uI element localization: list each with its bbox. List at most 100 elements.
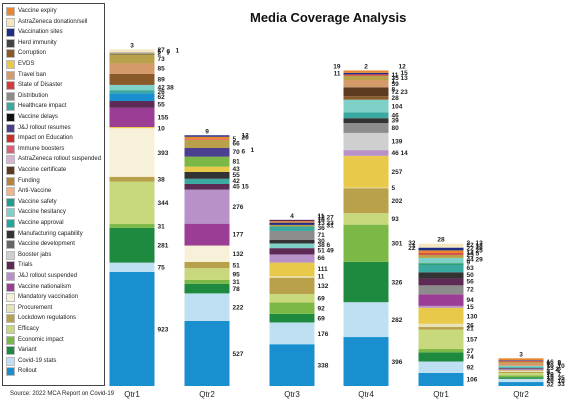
bar-segment: [418, 278, 464, 286]
value-label: 22: [467, 242, 475, 249]
value-label: 92: [318, 306, 326, 313]
bar-segment: [109, 73, 155, 85]
legend-swatch: [6, 81, 15, 91]
bar-segment: [343, 187, 389, 189]
value-label: 13: [318, 220, 326, 227]
value-label: 35: [558, 375, 566, 382]
value-label: 7: [558, 368, 562, 375]
bar-top-label: 3: [519, 351, 523, 358]
legend-item: State of Disaster: [6, 81, 62, 91]
bar-segment: [343, 155, 389, 188]
bar-segment: [498, 363, 544, 366]
legend-swatch: [6, 187, 15, 197]
bar-segment: [418, 361, 464, 373]
legend-swatch: [6, 282, 15, 292]
bar-segment: [269, 222, 315, 225]
bar-segment: [498, 360, 544, 361]
value-label: 14: [467, 250, 475, 257]
bar-segment: [498, 358, 544, 361]
bar-segment: [343, 123, 389, 133]
bar-segment: [184, 178, 230, 184]
legend-item: Vaccine development: [6, 240, 75, 250]
value-label: 104: [392, 103, 403, 110]
value-label: 1: [176, 48, 180, 55]
value-label: 9: [558, 360, 562, 367]
value-label: 282: [392, 317, 403, 324]
bar-segment: [418, 263, 464, 265]
bar-segment: [418, 264, 464, 273]
legend-item: Vaccination sites: [6, 28, 63, 38]
legend-label: Vaccine expiry: [18, 8, 57, 14]
value-label: 69: [318, 296, 326, 303]
bar-segment: [184, 166, 230, 172]
legend-swatch: [6, 367, 15, 377]
value-label: 38: [318, 242, 326, 249]
legend-swatch: [6, 38, 15, 48]
bar-segment: [184, 139, 230, 148]
value-label: 139: [392, 139, 403, 146]
bar-segment: [269, 239, 315, 244]
bar-segment: [184, 189, 230, 224]
legend-item: Mandatory vaccination: [6, 293, 79, 303]
value-label: 50: [467, 272, 475, 279]
legend-swatch: [6, 70, 15, 80]
value-label: 69: [318, 316, 326, 323]
bar-segment: [498, 361, 544, 364]
bar-segment: [418, 257, 464, 264]
legend-label: Mandatory vaccination: [18, 294, 79, 301]
value-label: 7: [547, 362, 551, 369]
value-label: 95: [233, 271, 241, 278]
value-label: 6: [327, 242, 331, 249]
legend-label: Travel ban: [18, 71, 47, 78]
legend-swatch: [6, 303, 15, 313]
value-label: 6: [167, 49, 171, 56]
value-label: 66: [233, 140, 241, 147]
value-label: 15: [467, 304, 475, 311]
value-label: 15: [242, 184, 250, 191]
bar-segment: [269, 219, 315, 222]
legend-swatch: [6, 208, 15, 218]
bar-segment: [269, 254, 315, 263]
value-label: 92: [467, 365, 475, 372]
legend-item: AstraZeneca rollout suspended: [6, 155, 101, 165]
legend-item: Covid-19 stats: [6, 356, 56, 366]
value-label: 19: [547, 372, 555, 379]
bar-top-label: 4: [290, 213, 294, 220]
x-axis-label: Qtr1: [124, 390, 140, 399]
value-label: 46: [392, 150, 400, 157]
bar-segment: [269, 302, 315, 314]
bar-segment: [343, 72, 389, 75]
bar-segment: [184, 148, 230, 157]
bar-segment: [269, 276, 315, 278]
value-label: 393: [158, 150, 169, 157]
value-label: 12: [242, 132, 250, 139]
bar-segment: [109, 90, 155, 94]
bar-segment: [498, 371, 544, 372]
bar-segment: [498, 375, 544, 378]
bar-segment: [418, 243, 464, 248]
value-label: 19: [333, 64, 341, 71]
legend-item: Immune boosters: [6, 144, 64, 154]
legend-item: Vaccine approval: [6, 219, 64, 228]
value-label: 5: [476, 251, 480, 258]
bar-segment: [109, 176, 155, 182]
bar-segment: [269, 262, 315, 277]
legend-swatch: [6, 7, 15, 16]
legend-item: Booster jabs: [6, 250, 51, 260]
x-axis-label: Qtr3: [284, 390, 300, 399]
legend-item: Vaccine expiry: [6, 7, 57, 16]
value-label: 18: [318, 216, 326, 223]
legend-label: Corruption: [18, 50, 47, 57]
bar-segment: [269, 322, 315, 345]
bar-segment: [269, 221, 315, 223]
bar-segment: [343, 74, 389, 76]
bar-segment: [109, 54, 155, 55]
value-label: 51: [233, 262, 241, 269]
legend-item: Manufacturing capability: [6, 229, 83, 239]
legend-item: J&J rollout suspended: [6, 272, 77, 281]
bar-segment: [343, 224, 389, 262]
legend-item: Efficacy: [6, 325, 39, 334]
value-label: 43: [233, 166, 241, 173]
value-label: 12: [318, 215, 326, 222]
